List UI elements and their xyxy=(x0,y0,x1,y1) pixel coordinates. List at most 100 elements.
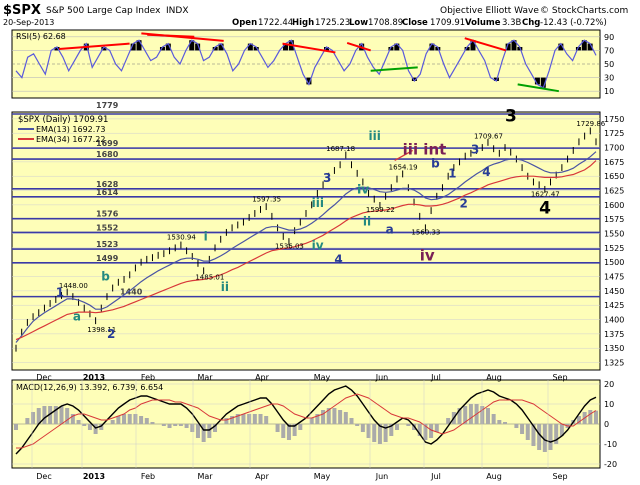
rsi-overbought-fill xyxy=(394,43,400,51)
wave-label: i xyxy=(357,182,361,196)
rsi-overbought-fill xyxy=(470,40,476,51)
macd-histogram-bar xyxy=(184,424,189,428)
macd-histogram-bar xyxy=(230,416,235,424)
date-tick-label: Sep xyxy=(552,373,567,382)
macd-histogram-bar xyxy=(372,424,377,442)
ema34-line xyxy=(15,160,597,341)
macd-histogram-bar xyxy=(389,424,394,436)
bottom-date-label: Apr xyxy=(255,472,270,481)
macd-histogram-bar xyxy=(343,412,348,424)
macd-histogram-bar xyxy=(178,424,183,426)
macd-histogram-bar xyxy=(326,408,331,424)
support-label: 1779 xyxy=(96,101,119,110)
price-annotation: 1485.01 xyxy=(195,273,224,281)
price-tick-label: 1525 xyxy=(604,244,624,253)
bottom-date-label: Aug xyxy=(486,472,502,481)
low-value: 1708.89 xyxy=(368,18,403,28)
macd-histogram-bar xyxy=(70,414,75,424)
macd-histogram-bar xyxy=(25,418,30,424)
macd-histogram-bar xyxy=(144,418,149,424)
bottom-date-label: Dec xyxy=(36,472,51,481)
rsi-overbought-fill xyxy=(253,47,259,51)
rsi-line xyxy=(15,39,597,89)
macd-histogram-bar xyxy=(59,406,64,424)
macd-tick-label: -10 xyxy=(604,440,617,449)
low-label: Low xyxy=(349,18,368,28)
rsi-overbought-fill xyxy=(388,47,394,51)
macd-histogram-bar xyxy=(537,424,542,450)
macd-histogram-bar xyxy=(531,424,536,446)
rsi-overbought-fill xyxy=(505,43,511,51)
rsi-overbought-fill xyxy=(195,43,201,51)
rsi-overbought-fill xyxy=(429,43,435,51)
macd-histogram-bar xyxy=(207,424,212,438)
macd-histogram-bar xyxy=(406,424,411,426)
price-title: $SPX (Daily) 1709.91 xyxy=(18,115,108,125)
macd-histogram-bar xyxy=(514,424,519,428)
price-tick-label: 1750 xyxy=(604,115,624,124)
rsi-overbought-fill xyxy=(165,43,171,51)
macd-histogram-bar xyxy=(588,410,593,424)
wave-label: 2 xyxy=(460,197,468,211)
bottom-date-label: 2013 xyxy=(83,472,105,481)
close-label: Close xyxy=(402,18,428,28)
date-tick-label: Jun xyxy=(375,373,389,382)
price-annotation: 1597.35 xyxy=(252,195,281,203)
price-tick-label: 1675 xyxy=(604,158,624,167)
price-tick-label: 1575 xyxy=(604,215,624,224)
wave-label: 1 xyxy=(448,166,456,180)
wave-label: ii xyxy=(363,215,371,229)
rsi-overbought-fill xyxy=(511,40,517,51)
date-tick-label: Jul xyxy=(430,373,441,382)
macd-histogram-bar xyxy=(594,410,598,424)
rsi-tick-label: 90 xyxy=(604,33,614,42)
macd-histogram-bar xyxy=(195,424,200,438)
macd-histogram-bar xyxy=(93,424,98,434)
source-label: Objective Elliott Wave xyxy=(440,6,539,16)
macd-histogram-bar xyxy=(468,404,473,424)
macd-histogram-bar xyxy=(167,424,172,428)
macd-histogram-bar xyxy=(65,408,70,424)
price-annotation: 1599.22 xyxy=(366,206,395,214)
price-tick-label: 1625 xyxy=(604,187,624,196)
macd-histogram-bar xyxy=(417,424,422,436)
rsi-overbought-fill xyxy=(282,43,288,51)
rsi-overbought-fill xyxy=(218,43,224,51)
rsi-overbought-fill xyxy=(324,47,330,51)
price-tick-label: 1375 xyxy=(604,330,624,339)
chg-value: -12.43 (-0.72%) xyxy=(540,18,607,28)
date-tick-label: Apr xyxy=(255,373,270,382)
macd-histogram-bar xyxy=(116,416,121,424)
macd-histogram-bar xyxy=(321,410,326,424)
rsi-red-trendline xyxy=(282,42,336,54)
price-tick-label: 1650 xyxy=(604,172,624,181)
date-tick-label: Aug xyxy=(486,373,502,382)
wave-label: 4 xyxy=(539,198,551,218)
wave-label: iv xyxy=(420,246,435,264)
rsi-overbought-fill xyxy=(587,43,593,51)
bottom-date-label: Mar xyxy=(197,472,213,481)
ema34-legend-label: EMA(34) 1677.22 xyxy=(36,135,105,144)
date-tick-label: Mar xyxy=(197,373,213,382)
macd-histogram-bar xyxy=(559,424,564,436)
macd-histogram-bar xyxy=(87,424,92,430)
macd-histogram-bar xyxy=(360,424,365,432)
date-tick-label: Dec xyxy=(36,373,51,382)
high-label: High xyxy=(292,18,314,28)
open-label: Open xyxy=(232,18,257,28)
wave-label: a xyxy=(73,310,81,324)
macd-histogram-bar xyxy=(201,424,206,442)
support-label: 1576 xyxy=(96,210,119,219)
support-label: 1628 xyxy=(96,180,119,189)
macd-histogram-bar xyxy=(99,424,104,430)
volume-label: Volume xyxy=(465,18,501,28)
macd-histogram-bar xyxy=(139,416,144,424)
macd-histogram-bar xyxy=(315,414,320,424)
macd-histogram-bar xyxy=(491,414,496,424)
high-value: 1725.23 xyxy=(315,18,350,28)
index-name: S&P 500 Large Cap Index xyxy=(46,6,161,16)
price-tick-label: 1700 xyxy=(604,144,624,153)
price-tick-label: 1425 xyxy=(604,301,624,310)
bottom-date-label: Jun xyxy=(375,472,389,481)
rsi-overbought-fill xyxy=(159,47,165,51)
